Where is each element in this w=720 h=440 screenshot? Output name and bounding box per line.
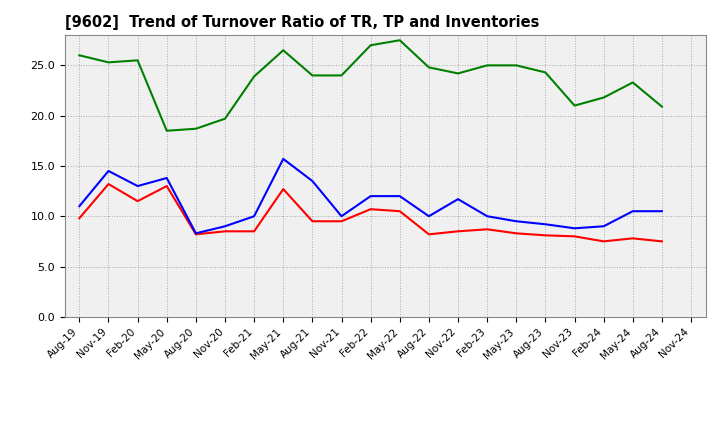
Inventories [337,73,346,78]
Trade Payables [512,219,521,224]
Trade Receivables [570,234,579,239]
Trade Payables [337,213,346,219]
Inventories [75,53,84,58]
Inventories [483,63,492,68]
Trade Receivables [220,229,229,234]
Trade Payables [599,224,608,229]
Trade Receivables [541,233,550,238]
Trade Receivables [512,231,521,236]
Inventories [657,104,666,109]
Inventories [308,73,317,78]
Trade Receivables [163,183,171,189]
Trade Receivables [454,229,462,234]
Inventories [629,80,637,85]
Trade Receivables [192,232,200,237]
Trade Receivables [133,198,142,204]
Inventories [163,128,171,133]
Trade Payables [366,194,375,199]
Trade Receivables [599,239,608,244]
Trade Payables [279,156,287,161]
Trade Payables [454,197,462,202]
Trade Payables [308,178,317,183]
Trade Payables [220,224,229,229]
Inventories [425,65,433,70]
Trade Payables [629,209,637,214]
Inventories [599,95,608,100]
Trade Payables [483,213,492,219]
Inventories [570,103,579,108]
Trade Payables [133,183,142,189]
Inventories [395,37,404,43]
Trade Receivables [308,219,317,224]
Inventories [512,63,521,68]
Trade Receivables [279,187,287,192]
Inventories [220,116,229,121]
Inventories [104,60,113,65]
Trade Payables [104,169,113,174]
Trade Receivables [395,209,404,214]
Trade Payables [541,222,550,227]
Trade Receivables [75,216,84,221]
Trade Receivables [629,236,637,241]
Trade Receivables [366,206,375,212]
Trade Receivables [104,181,113,187]
Line: Trade Payables: Trade Payables [79,159,662,233]
Inventories [133,58,142,63]
Trade Payables [425,213,433,219]
Trade Receivables [483,227,492,232]
Trade Receivables [425,232,433,237]
Inventories [541,70,550,75]
Line: Trade Receivables: Trade Receivables [79,184,662,242]
Trade Payables [570,226,579,231]
Line: Inventories: Inventories [79,40,662,131]
Trade Payables [657,209,666,214]
Trade Payables [250,213,258,219]
Trade Payables [163,176,171,181]
Trade Receivables [250,229,258,234]
Trade Payables [192,231,200,236]
Trade Receivables [657,239,666,244]
Trade Receivables [337,219,346,224]
Inventories [250,74,258,79]
Inventories [192,126,200,132]
Trade Payables [395,194,404,199]
Inventories [366,43,375,48]
Trade Payables [75,204,84,209]
Inventories [454,71,462,76]
Text: [9602]  Trend of Turnover Ratio of TR, TP and Inventories: [9602] Trend of Turnover Ratio of TR, TP… [65,15,539,30]
Inventories [279,48,287,53]
